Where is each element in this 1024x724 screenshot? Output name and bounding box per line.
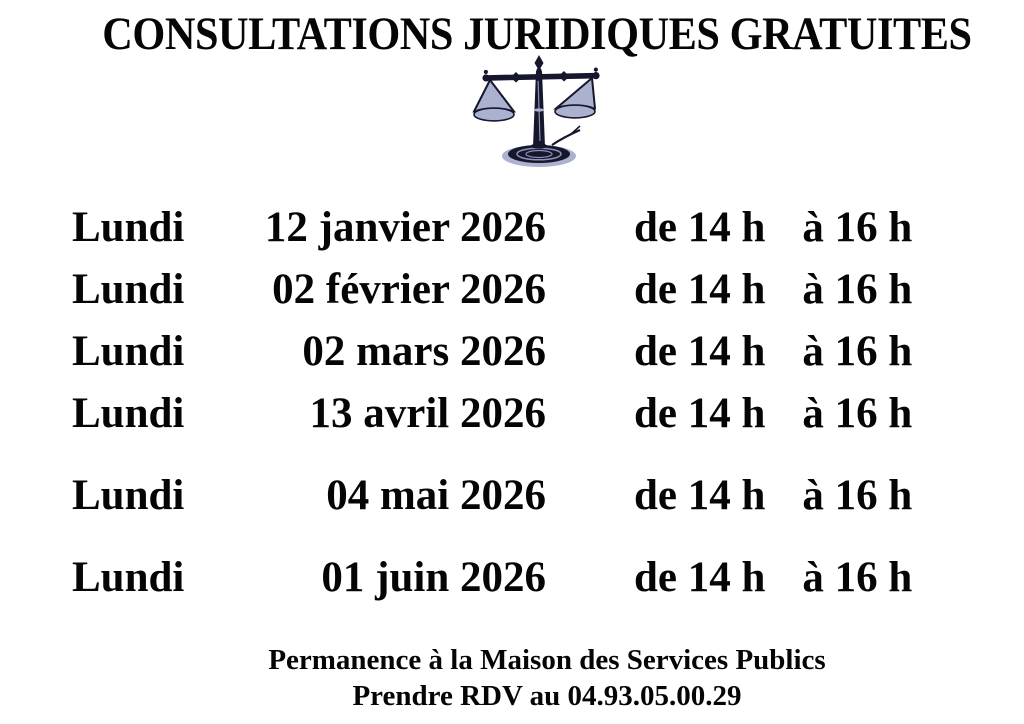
row-time-from: de 14 h [634,472,766,519]
page-title-text: CONSULTATIONS JURIDIQUES GRATUITES [102,8,972,60]
schedule-row: Lundi 02 mars 2026 de 14 h à 16 h [0,321,1024,383]
row-time-to: à 16 h [802,328,913,375]
row-time-from: de 14 h [634,266,766,313]
row-time: de 14 h à 16 h [546,383,1024,445]
row-time: de 14 h à 16 h [546,259,1024,321]
schedule-row: Lundi 04 mai 2026 de 14 h à 16 h [0,465,1024,527]
schedule-row: Lundi 01 juin 2026 de 14 h à 16 h [0,547,1024,609]
row-time-to: à 16 h [802,204,913,251]
scale-pole-foot [531,143,547,149]
row-date: 13 avril 2026 [309,390,546,437]
footer-phone-line: Prendre RDV au 04.93.05.00.29 [352,680,742,712]
row-date: 02 février 2026 [272,266,546,313]
page-title: CONSULTATIONS JURIDIQUES GRATUITES [0,8,1024,60]
row-time-from: de 14 h [634,390,766,437]
row-date: 12 janvier 2026 [264,204,546,251]
row-time: de 14 h à 16 h [546,197,1024,259]
row-time-from: de 14 h [634,204,766,251]
beam-spur-right [593,67,598,72]
footer-location-line: Permanence à la Maison des Services Publ… [268,644,826,676]
scales-of-justice-icon [468,53,618,173]
scales-of-justice-svg [472,55,600,167]
row-day: Lundi [72,390,185,437]
row-time-to: à 16 h [802,472,913,519]
quill-feather [569,125,581,136]
beam-diamond-right [558,71,570,82]
row-date: 01 juin 2026 [321,554,546,601]
row-time-from: de 14 h [634,328,766,375]
row-time-to: à 16 h [802,554,913,601]
row-time-from: de 14 h [634,554,766,601]
footer: Permanence à la Maison des Services Publ… [35,642,1024,714]
row-day: Lundi [72,472,185,519]
row-day: Lundi [72,266,185,313]
schedule-row: Lundi 02 février 2026 de 14 h à 16 h [0,259,1024,321]
beam-diamond-left [510,72,522,83]
row-time: de 14 h à 16 h [546,321,1024,383]
beam-end-left [482,74,490,82]
row-time: de 14 h à 16 h [546,465,1024,527]
schedule-row: Lundi 13 avril 2026 de 14 h à 16 h [0,383,1024,445]
row-date: 02 mars 2026 [302,328,546,375]
row-time-to: à 16 h [802,266,913,313]
row-time: de 14 h à 16 h [546,547,1024,609]
row-day: Lundi [72,554,185,601]
beam-end-right [592,72,600,80]
consultation-schedule: Lundi 12 janvier 2026 de 14 h à 16 h Lund… [0,197,1024,609]
right-pan-strings [553,76,597,110]
beam-spur-left [483,69,488,75]
scale-beam-group [482,67,600,83]
scale-finial [534,55,544,71]
row-day: Lundi [72,328,185,375]
scale-base-ring-inner [525,149,553,159]
scale-finial-ball [536,67,542,74]
left-pan [473,107,515,122]
row-date: 04 mai 2026 [326,472,546,519]
right-pan [554,104,596,119]
scale-pole-collar [534,108,544,112]
row-time-to: à 16 h [802,390,913,437]
beam-center-boss [534,72,544,82]
row-day: Lundi [72,204,185,251]
schedule-row: Lundi 12 janvier 2026 de 14 h à 16 h [0,197,1024,259]
left-pan-strings [472,78,517,113]
quill-swoosh [551,128,581,146]
